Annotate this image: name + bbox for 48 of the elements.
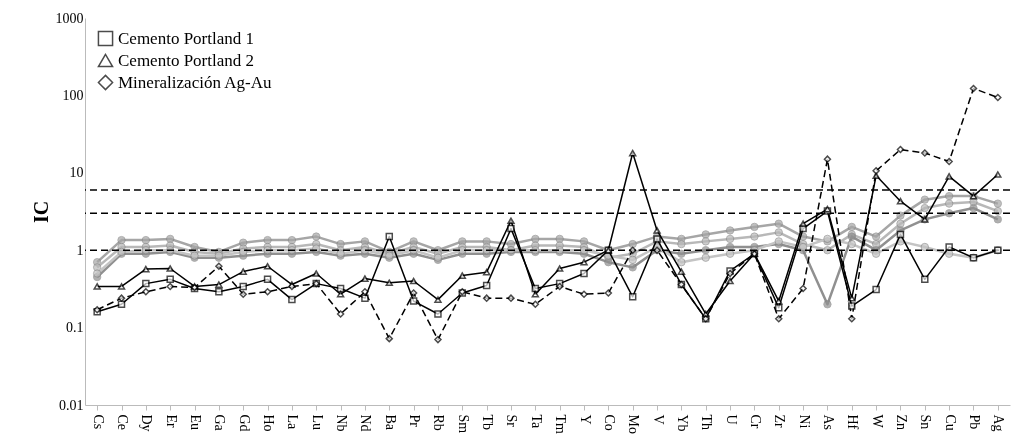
x-tick-label: Mo — [626, 414, 642, 434]
x-tick-label: Cu — [942, 414, 958, 431]
x-tick-label: Ag — [991, 414, 1007, 432]
x-tick-label: Th — [699, 414, 715, 431]
x-tick-label: Eu — [188, 414, 204, 431]
x-tick-label: Nd — [358, 414, 374, 432]
x-tick-label: Gd — [236, 414, 252, 432]
x-tick-label: Zr — [772, 414, 788, 429]
x-tick-label: Co — [601, 414, 617, 431]
x-tick-label: Hf — [845, 414, 861, 430]
x-tick-label: Sn — [918, 414, 934, 430]
x-tick-label: Tb — [480, 414, 496, 431]
x-tick-label: Y — [577, 414, 593, 425]
x-tick-label: Cs — [90, 414, 106, 430]
y-tick-label: 0.1 — [66, 320, 84, 336]
y-tick-label: 1 — [76, 242, 84, 258]
x-tick-label: Sm — [455, 414, 471, 434]
x-tick-label: Ce — [115, 414, 131, 431]
x-tick-label: Dy — [139, 414, 155, 432]
x-tick-label: Ga — [212, 414, 228, 432]
x-tick-label: Rb — [431, 414, 447, 431]
x-tick-label: Cr — [747, 414, 763, 429]
x-tick-label: Pr — [407, 414, 423, 428]
legend-label: Cemento Portland 2 — [118, 50, 254, 70]
x-tick-label: V — [650, 414, 666, 425]
x-tick-label: Ho — [261, 414, 277, 432]
x-tick-label: Zn — [893, 414, 909, 431]
x-tick-label: Ni — [796, 414, 812, 429]
y-axis-title: IC — [29, 200, 52, 224]
y-tick-label: 1000 — [55, 10, 84, 26]
x-tick-label: U — [723, 414, 739, 425]
legend-label: Mineralización Ag-Au — [118, 72, 272, 92]
x-tick-label: Nb — [334, 414, 350, 432]
legend-label: Cemento Portland 1 — [118, 28, 254, 48]
x-tick-label: Pb — [966, 414, 982, 430]
x-tick-label: Sr — [504, 414, 520, 428]
x-tick-label: La — [285, 414, 301, 431]
x-tick-label: Yb — [674, 414, 690, 432]
x-tick-label: Tm — [553, 414, 569, 435]
x-tick-label: Lu — [309, 414, 325, 431]
y-tick-label: 100 — [62, 87, 84, 103]
x-tick-label: Ba — [382, 414, 398, 431]
y-tick-label: 10 — [69, 165, 84, 181]
x-tick-label: W — [869, 414, 885, 429]
x-tick-label: Er — [163, 414, 179, 429]
x-tick-label: As — [820, 414, 836, 431]
y-tick-label: 0.01 — [59, 397, 84, 413]
x-tick-label: Ta — [528, 414, 544, 430]
